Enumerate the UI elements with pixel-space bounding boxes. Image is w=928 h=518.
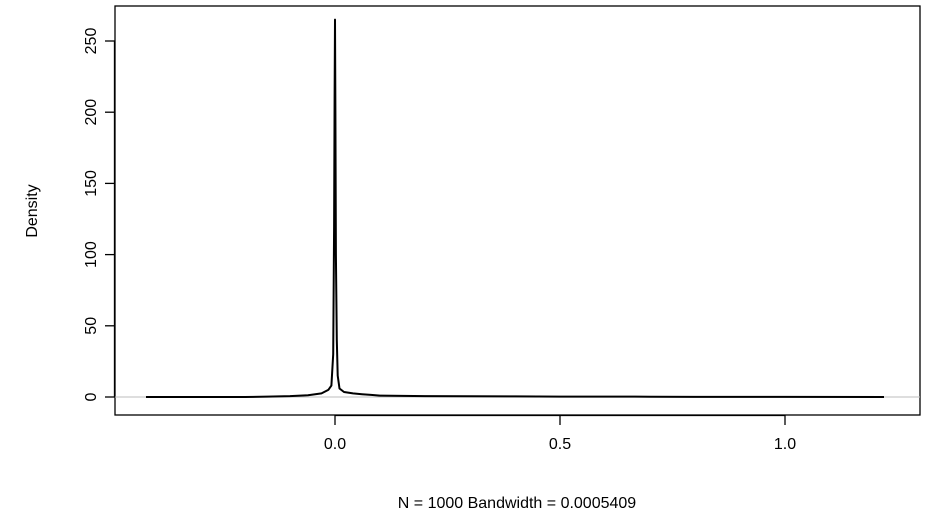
- density-curve: [146, 18, 885, 398]
- y-tick-label: 150: [83, 170, 100, 197]
- y-tick-label: 100: [83, 241, 100, 268]
- x-tick-label: 0.0: [324, 436, 346, 453]
- plot-frame: [114, 5, 921, 416]
- x-axis-label: N = 1000 Bandwidth = 0.0005409: [398, 495, 637, 512]
- y-axis-label: Density: [24, 184, 41, 237]
- x-axis: 0.0 0.5 1.0: [324, 414, 796, 453]
- x-tick-label: 0.5: [549, 436, 571, 453]
- y-tick-label: 0: [83, 392, 100, 401]
- y-tick-label: 50: [83, 317, 100, 335]
- y-tick-label: 200: [83, 99, 100, 126]
- x-tick-label: 1.0: [774, 436, 796, 453]
- y-axis: 0 50 100 150 200 250: [83, 28, 116, 401]
- y-tick-label: 250: [83, 28, 100, 55]
